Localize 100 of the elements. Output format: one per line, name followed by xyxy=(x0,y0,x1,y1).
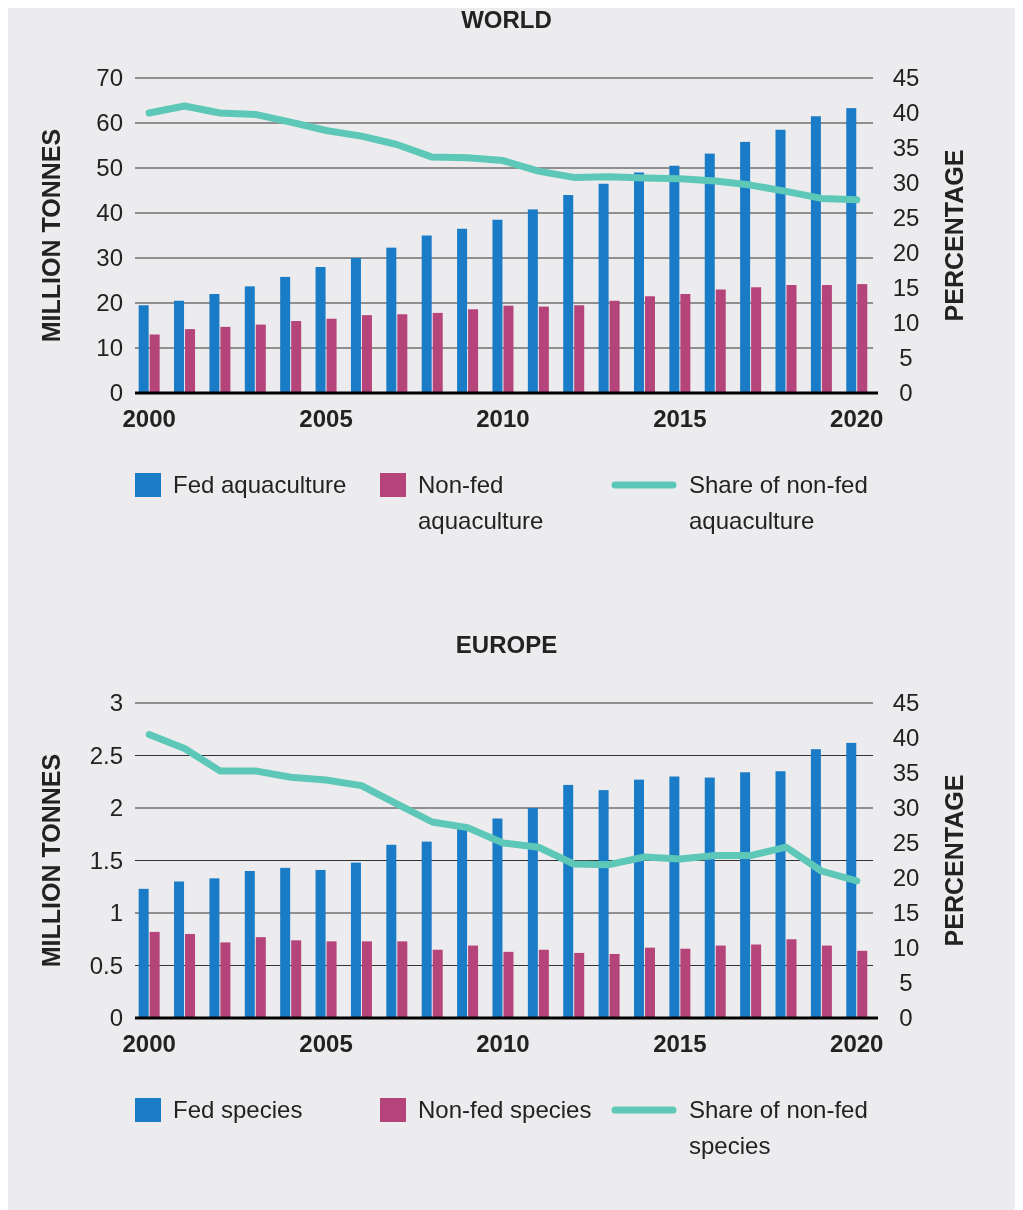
y2-tick-label: 35 xyxy=(892,134,920,162)
y-tick-label: 30 xyxy=(96,244,123,272)
bar xyxy=(386,844,397,1018)
x-tick-label: 2005 xyxy=(299,1030,353,1057)
y-tick-label: 0.5 xyxy=(89,951,123,979)
bar xyxy=(857,284,868,393)
x-tick-label: 2005 xyxy=(299,405,353,432)
y2-tick-label: 10 xyxy=(892,934,920,962)
x-tick-label: 2020 xyxy=(830,405,884,432)
bar xyxy=(680,948,691,1018)
bar xyxy=(527,209,538,393)
legend-label: Fed species xyxy=(173,1096,303,1123)
y2-tick-label: 30 xyxy=(892,169,920,197)
bar xyxy=(644,947,655,1018)
bar xyxy=(280,276,291,393)
bar xyxy=(563,195,574,393)
chart-title: WORLD xyxy=(461,6,552,33)
bar xyxy=(633,779,644,1018)
bar xyxy=(185,329,196,393)
bar xyxy=(255,324,266,393)
y2-tick-label: 0 xyxy=(899,1004,913,1032)
bar xyxy=(810,116,821,393)
y2-tick-label: 15 xyxy=(892,899,920,927)
bar xyxy=(185,934,196,1018)
bar xyxy=(326,941,337,1018)
bar xyxy=(315,267,326,393)
y-tick-label: 2 xyxy=(109,794,123,822)
y-tick-label: 1.5 xyxy=(89,846,123,874)
y2-tick-label: 40 xyxy=(892,724,920,752)
y2-tick-label: 20 xyxy=(892,239,920,267)
bar xyxy=(397,314,408,393)
bar xyxy=(821,945,832,1018)
bar xyxy=(527,808,538,1018)
bar xyxy=(386,247,397,393)
x-tick-label: 2010 xyxy=(476,1030,530,1057)
bar xyxy=(244,871,255,1018)
bar xyxy=(220,326,231,393)
y-tick-label: 50 xyxy=(96,154,123,182)
bar xyxy=(468,945,479,1018)
y2-axis-title: PERCENTAGE xyxy=(940,149,968,322)
x-tick-label: 2000 xyxy=(122,1030,176,1057)
y-tick-label: 20 xyxy=(96,289,123,317)
legend-label: Share of non-fed aquaculture xyxy=(689,471,868,534)
bar xyxy=(350,258,361,393)
bar xyxy=(751,944,762,1018)
y-tick-label: 3 xyxy=(109,689,123,717)
bar xyxy=(740,772,751,1018)
y-tick-label: 60 xyxy=(96,109,123,137)
x-tick-label: 2000 xyxy=(122,405,176,432)
y2-tick-label: 45 xyxy=(892,689,920,717)
y-tick-label: 2.5 xyxy=(89,741,123,769)
bar xyxy=(421,235,432,393)
x-tick-label: 2010 xyxy=(476,405,530,432)
bar xyxy=(821,285,832,393)
y-tick-label: 10 xyxy=(96,334,123,362)
bar xyxy=(291,940,302,1018)
bar xyxy=(669,776,680,1018)
bar xyxy=(715,289,726,393)
bar xyxy=(361,315,372,393)
bar xyxy=(326,318,337,393)
bar xyxy=(432,949,443,1018)
bar xyxy=(786,939,797,1018)
x-tick-label: 2020 xyxy=(830,1030,884,1057)
y2-axis-title: PERCENTAGE xyxy=(940,774,968,947)
bar xyxy=(538,306,549,393)
bar xyxy=(350,862,361,1018)
bar xyxy=(740,141,751,393)
y-tick-label: 0 xyxy=(109,379,123,407)
bar xyxy=(538,949,549,1018)
chart-title: EUROPE xyxy=(455,631,558,658)
y-tick-label: 70 xyxy=(96,64,123,92)
bar xyxy=(563,784,574,1018)
bar xyxy=(857,950,868,1018)
bar xyxy=(715,945,726,1018)
bar xyxy=(704,153,715,393)
y2-tick-label: 25 xyxy=(892,829,920,857)
bar xyxy=(503,305,514,393)
bar xyxy=(468,309,479,393)
bar xyxy=(220,942,231,1018)
bar xyxy=(138,305,149,393)
legend-label: Non-fed aquaculture xyxy=(418,471,544,534)
bar xyxy=(669,165,680,393)
bar xyxy=(174,881,185,1018)
y2-tick-label: 0 xyxy=(899,379,913,407)
bar xyxy=(644,296,655,393)
bar xyxy=(574,305,585,393)
bar xyxy=(846,108,857,393)
y-axis-title: MILLION TONNES xyxy=(37,753,65,968)
bar xyxy=(633,172,644,393)
y2-tick-label: 25 xyxy=(892,204,920,232)
bar xyxy=(149,334,160,393)
y-axis-title: MILLION TONNES xyxy=(37,128,65,343)
y2-tick-label: 15 xyxy=(892,274,920,302)
y-tick-label: 1 xyxy=(109,899,123,927)
bar xyxy=(775,771,786,1018)
bar xyxy=(255,937,266,1018)
y2-tick-label: 5 xyxy=(899,344,913,372)
bar xyxy=(174,300,185,393)
x-tick-label: 2015 xyxy=(653,1030,707,1057)
x-tick-label: 2015 xyxy=(653,405,707,432)
